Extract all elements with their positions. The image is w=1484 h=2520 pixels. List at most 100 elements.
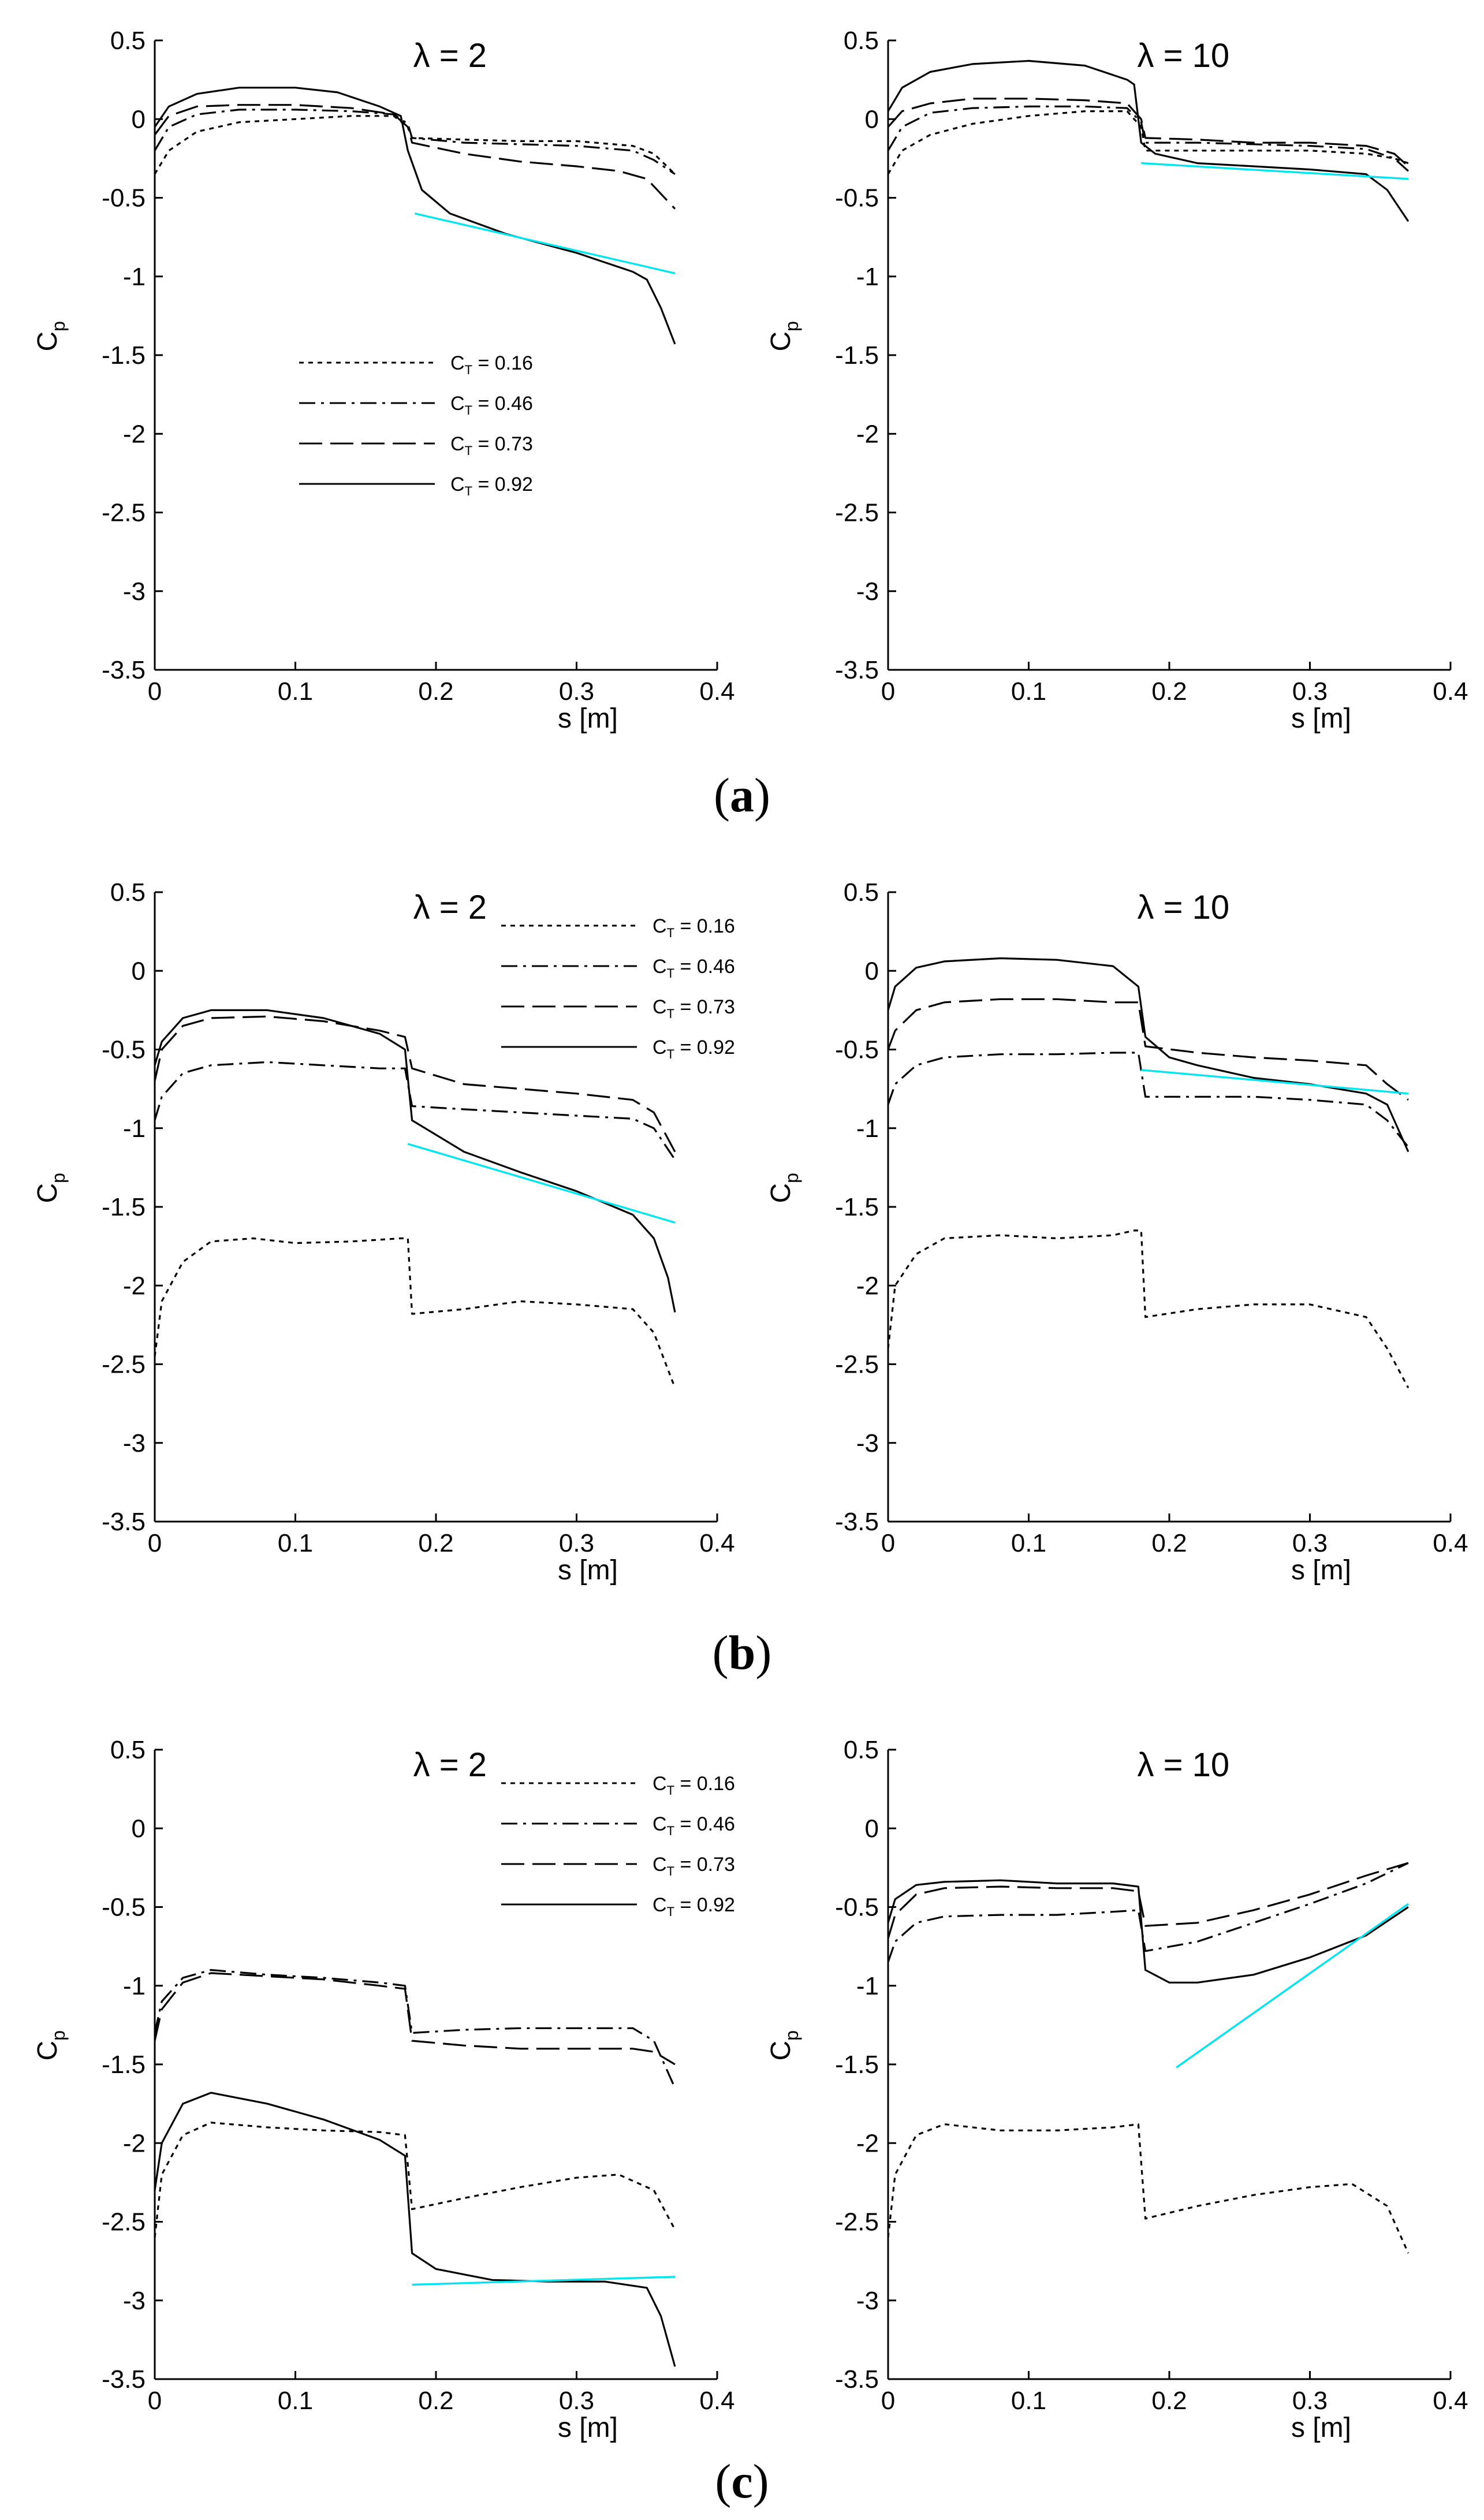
y-tick-label: -3.5 [835, 656, 879, 684]
legend-label-sub: T [667, 1824, 674, 1838]
series-line-ct-0.46 [887, 1862, 1409, 1963]
legend-label: CT = 0.46 [652, 956, 735, 981]
y-tick-label: -0.5 [102, 184, 146, 213]
legend-label-value: = 0.16 [674, 1773, 735, 1795]
legend-label-main: C [450, 393, 465, 415]
series-line-ct-0.46 [154, 109, 676, 175]
y-tick-label: 0 [132, 957, 146, 985]
y-tick-label: -2 [856, 420, 879, 448]
y-tick-label: -1.5 [102, 1193, 146, 1221]
y-axis-title-main: C [766, 331, 796, 352]
legend-label: CT = 0.92 [652, 1037, 735, 1061]
series-line-ct-0.73 [154, 104, 676, 210]
legend-label-value: = 0.92 [674, 1037, 735, 1058]
y-tick-label: -2.5 [102, 499, 146, 527]
series-line-ct-0.92 [887, 59, 1410, 222]
y-tick-label: -2.5 [102, 1351, 146, 1379]
chart-panel-c-left: 0.50-0.5-1-1.5-2-2.5-3-3.50 0.1 0.2 0.3 0.4s… [32, 1736, 735, 2443]
x-tick-label: 0 [148, 1529, 162, 1557]
y-axis-title-sub: p [781, 321, 802, 331]
x-axis-title: s [m] [558, 2413, 618, 2443]
legend-label: CT = 0.16 [652, 915, 735, 940]
fit-line [1141, 1069, 1409, 1095]
x-tick-label: 0.3 [1292, 2387, 1328, 2415]
x-tick-label: 0.4 [699, 677, 734, 706]
y-tick-label: -1.5 [835, 2051, 879, 2079]
x-tick-label: 0.1 [278, 1529, 313, 1557]
x-tick-label: 0.4 [1433, 1529, 1468, 1557]
legend-label: CT = 0.73 [652, 1854, 735, 1878]
y-axis-title: Cp [766, 1173, 802, 1203]
y-tick-label: -0.5 [835, 1036, 879, 1064]
legend-label-value: = 0.16 [472, 352, 533, 374]
legend-label-main: C [450, 433, 465, 455]
panel-title: λ = 10 [1138, 37, 1230, 74]
y-tick-label: -3.5 [102, 656, 146, 684]
legend-label-main: C [652, 1894, 667, 1916]
y-axis-title-main: C [32, 1183, 63, 1203]
y-tick-label: -2.5 [835, 2208, 879, 2236]
legend-label: CT = 0.73 [652, 996, 735, 1021]
panel-title: λ = 2 [413, 889, 487, 926]
legend-label-main: C [652, 1773, 667, 1795]
series-line-ct-0.16 [154, 1237, 676, 1388]
legend-label-value: = 0.73 [472, 433, 533, 455]
y-tick-label: -3 [123, 577, 146, 606]
legend-label: CT = 0.73 [450, 433, 533, 458]
series-line-ct-0.92 [154, 1009, 676, 1313]
legend-label-value: = 0.73 [674, 1854, 735, 1876]
chart-panel-c-right: 0.50-0.5-1-1.5-2-2.5-3-3.50 0.1 0.2 0.3 0.4s… [766, 1736, 1468, 2443]
series-line-ct-0.73 [154, 1972, 676, 2066]
x-tick-label: 0.4 [1433, 2387, 1468, 2415]
x-tick-label: 0.2 [418, 2387, 453, 2415]
x-tick-label: 0.3 [559, 2387, 594, 2415]
y-axis-title-sub: p [48, 2030, 69, 2041]
y-tick-label: -0.5 [835, 1893, 879, 1922]
caption-close-paren: ) [755, 1626, 771, 1680]
y-tick-label: 0.5 [844, 1736, 879, 1764]
legend-label-value: = 0.92 [674, 1894, 735, 1916]
y-axis-title-main: C [32, 2041, 63, 2061]
x-tick-label: 0.1 [1011, 677, 1046, 706]
legend-label-value: = 0.46 [472, 393, 533, 415]
y-axis-title: Cp [766, 321, 802, 351]
y-tick-label: -1.5 [835, 341, 879, 370]
y-tick-label: -2.5 [835, 499, 879, 527]
y-axis-title-main: C [766, 1183, 796, 1203]
y-tick-label: 0.5 [844, 878, 879, 907]
fit-line [407, 1143, 676, 1224]
x-tick-label: 0.3 [1292, 677, 1328, 706]
legend-label: CT = 0.92 [652, 1894, 735, 1919]
y-tick-label: -3.5 [835, 2365, 879, 2394]
x-tick-label: 0.4 [699, 1529, 734, 1557]
series-line-ct-0.46 [154, 1969, 676, 2089]
caption-close-paren: ) [754, 769, 770, 822]
series-line-ct-0.92 [154, 87, 676, 345]
legend-label-main: C [450, 474, 465, 495]
legend-label-main: C [450, 352, 465, 374]
series-line-ct-0.73 [154, 1015, 676, 1153]
legend-label-sub: T [465, 403, 472, 417]
y-tick-label: 0 [865, 105, 879, 133]
series-line-ct-0.92 [887, 957, 1410, 1153]
y-tick-label: -2.5 [102, 2208, 146, 2236]
y-tick-label: 0.5 [110, 1736, 146, 1764]
chart-panel-a-right: 0.50-0.5-1-1.5-2-2.5-3-3.50 0.1 0.2 0.3 0.4s… [766, 27, 1468, 734]
legend-label: CT = 0.46 [450, 393, 533, 417]
y-tick-label: -2 [856, 2129, 879, 2157]
x-tick-label: 0.1 [278, 677, 313, 706]
x-tick-label: 0.4 [699, 2387, 734, 2415]
x-axis-title: s [m] [1291, 2413, 1351, 2443]
x-tick-label: 0.3 [559, 1529, 594, 1557]
legend-label: CT = 0.16 [450, 352, 533, 377]
legend-label-value: = 0.73 [674, 996, 735, 1018]
legend-label-value: = 0.92 [472, 474, 533, 495]
legend-label-main: C [652, 1037, 667, 1058]
y-tick-label: -1 [856, 1114, 879, 1143]
fit-line [415, 213, 676, 274]
legend-label-sub: T [667, 1006, 674, 1021]
legend-label-sub: T [667, 1783, 674, 1798]
